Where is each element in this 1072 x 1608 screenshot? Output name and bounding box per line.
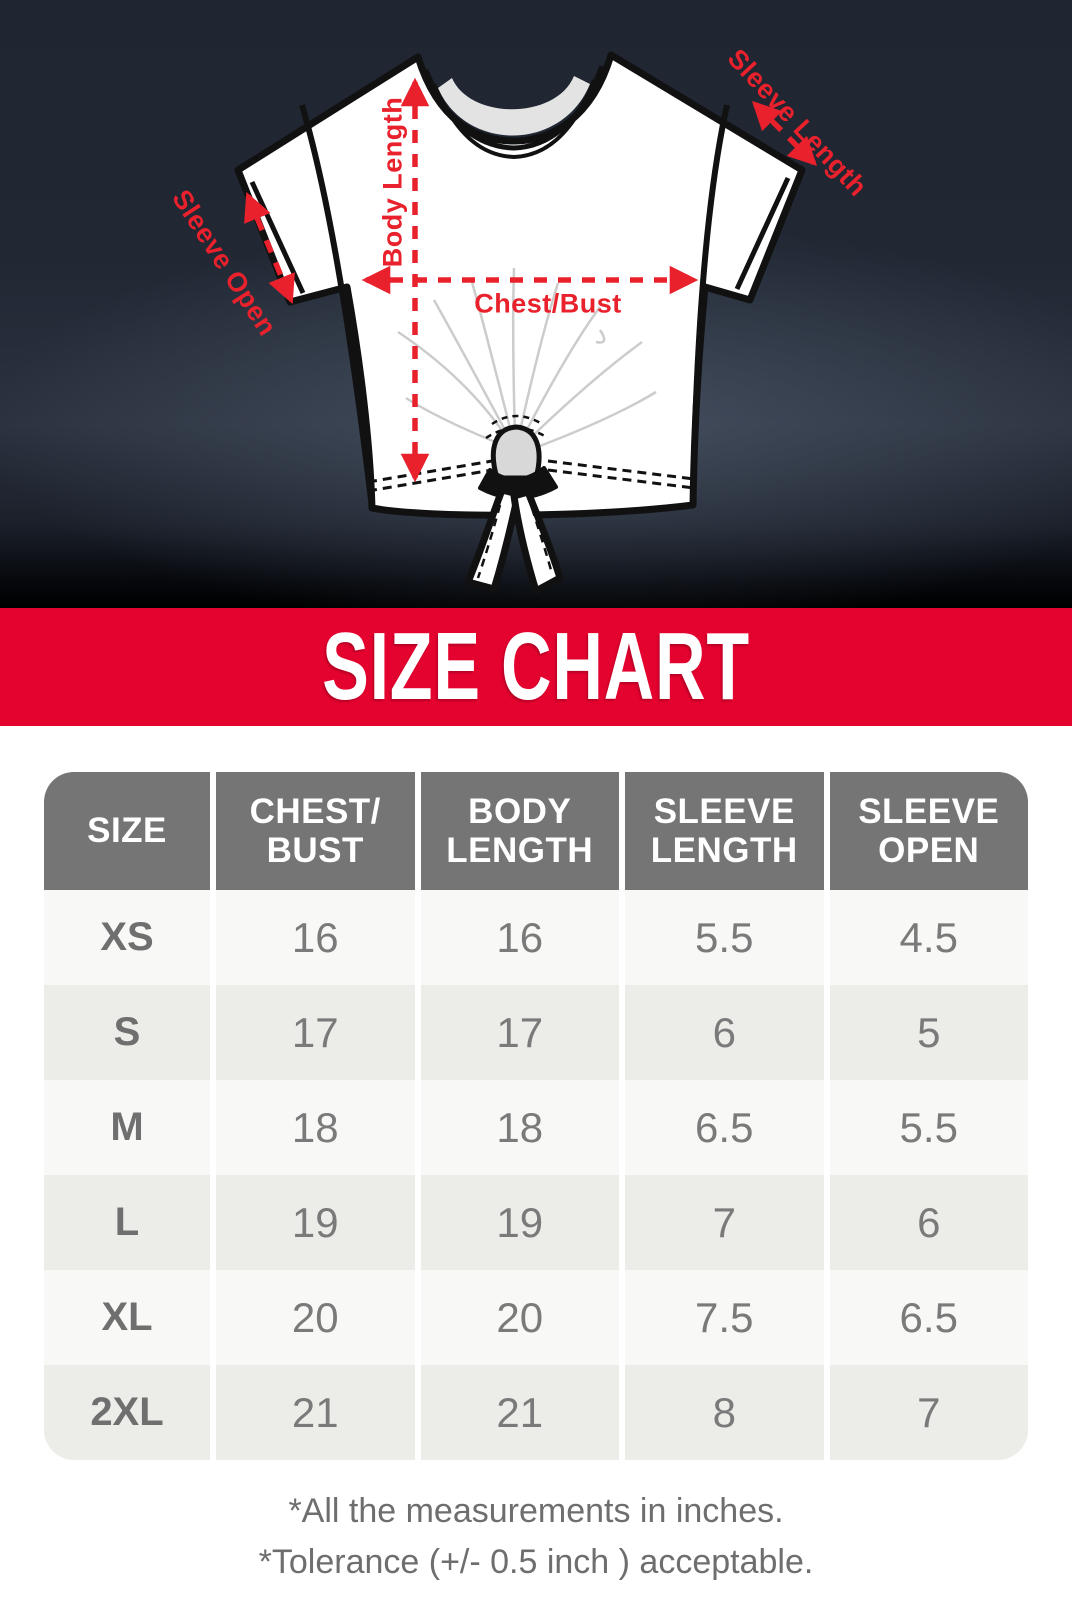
value-cell: 21 xyxy=(420,1365,619,1460)
size-cell-2xl: 2XL xyxy=(44,1365,210,1460)
value-cell: 7.5 xyxy=(625,1270,824,1365)
size-cell-m: M xyxy=(44,1080,210,1175)
column-header-sleeve-open: SLEEVE OPEN xyxy=(829,772,1028,890)
column-header-chest-bust: CHEST/ BUST xyxy=(216,772,415,890)
size-cell-l: L xyxy=(44,1175,210,1270)
value-cell: 7 xyxy=(829,1365,1028,1460)
value-cell: 7 xyxy=(625,1175,824,1270)
value-cell: 19 xyxy=(216,1175,415,1270)
footnotes: *All the measurements in inches. *Tolera… xyxy=(0,1486,1072,1588)
column-header-size: SIZE xyxy=(44,772,210,890)
hem-stitching xyxy=(367,414,695,493)
value-cell: 8 xyxy=(625,1365,824,1460)
value-cell: 4.5 xyxy=(829,890,1028,985)
value-cell: 6.5 xyxy=(829,1270,1028,1365)
banner-title: SIZE CHART xyxy=(322,613,750,720)
footnote-tolerance: *Tolerance (+/- 0.5 inch ) acceptable. xyxy=(258,1543,814,1581)
value-cell: 5 xyxy=(829,985,1028,1080)
value-cell: 18 xyxy=(420,1080,619,1175)
value-cell: 20 xyxy=(420,1270,619,1365)
value-cell: 17 xyxy=(420,985,619,1080)
size-cell-s: S xyxy=(44,985,210,1080)
value-cell: 19 xyxy=(420,1175,619,1270)
tshirt-illustration xyxy=(234,51,818,595)
size-cell-xl: XL xyxy=(44,1270,210,1365)
body-length-label: Body Length xyxy=(377,96,408,268)
value-cell: 18 xyxy=(216,1080,415,1175)
value-cell: 16 xyxy=(420,890,619,985)
value-cell: 17 xyxy=(216,985,415,1080)
value-cell: 20 xyxy=(216,1270,415,1365)
hero-section: Body Length Chest/Bust Sleeve Length Sle… xyxy=(0,0,1072,608)
footnote-measurements: *All the measurements in inches. xyxy=(288,1492,784,1530)
size-cell-xs: XS xyxy=(44,890,210,985)
value-cell: 5.5 xyxy=(625,890,824,985)
tie-knot xyxy=(464,424,564,595)
value-cell: 6.5 xyxy=(625,1080,824,1175)
collar xyxy=(423,65,605,160)
size-table: SIZE CHEST/ BUST BODY LENGTH SLEEVE LENGTH S… xyxy=(44,772,1028,1460)
size-chart-banner: SIZE CHART xyxy=(0,608,1072,726)
value-cell: 6 xyxy=(625,985,824,1080)
value-cell: 6 xyxy=(829,1175,1028,1270)
value-cell: 21 xyxy=(216,1365,415,1460)
value-cell: 16 xyxy=(216,890,415,985)
column-header-sleeve-length: SLEEVE LENGTH xyxy=(625,772,824,890)
sleeve-open-arrow xyxy=(244,192,295,304)
chest-bust-label: Chest/Bust xyxy=(474,288,622,319)
column-header-body-length: BODY LENGTH xyxy=(420,772,619,890)
value-cell: 5.5 xyxy=(829,1080,1028,1175)
